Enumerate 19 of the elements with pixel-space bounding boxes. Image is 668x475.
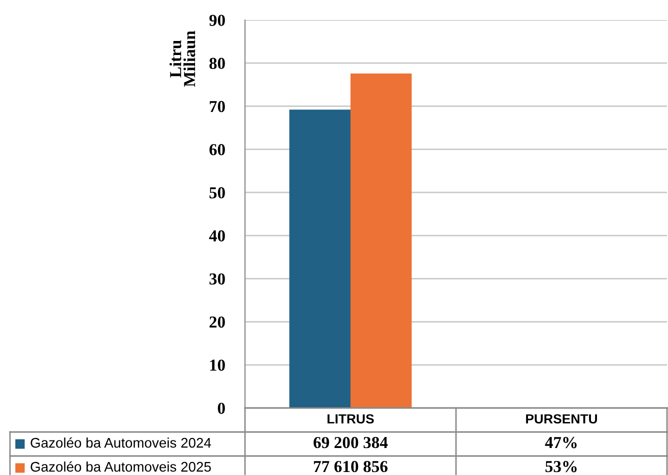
y-tick-label: 90	[209, 14, 225, 26]
y-tick-label: 10	[210, 360, 225, 371]
text: 47%	[545, 436, 577, 448]
y-tick-label: 60	[209, 144, 225, 156]
text: 53%	[546, 460, 577, 472]
legend-label: Gazoléo ba Automoveis 2024	[30, 437, 212, 448]
y-tick-label: 0	[218, 402, 225, 414]
y-tick-label: 80	[209, 58, 225, 70]
x-tick-label: PURSENTU	[526, 414, 597, 424]
y-tick-label: 20	[210, 316, 225, 328]
y-tick-label: 70	[210, 100, 225, 112]
y-axis-title: Litru Miliaun	[170, 30, 196, 87]
text: 69 200 384	[314, 436, 388, 448]
legend-label: Gazoléo ba Automoveis 2025	[30, 461, 211, 472]
y-tick-label: 30	[210, 273, 225, 285]
y-tick-label: 50	[210, 187, 225, 198]
y-tick-label: 40	[209, 230, 225, 242]
text: 77 610 856	[314, 460, 388, 472]
x-tick-label: LITRUS	[328, 414, 374, 424]
